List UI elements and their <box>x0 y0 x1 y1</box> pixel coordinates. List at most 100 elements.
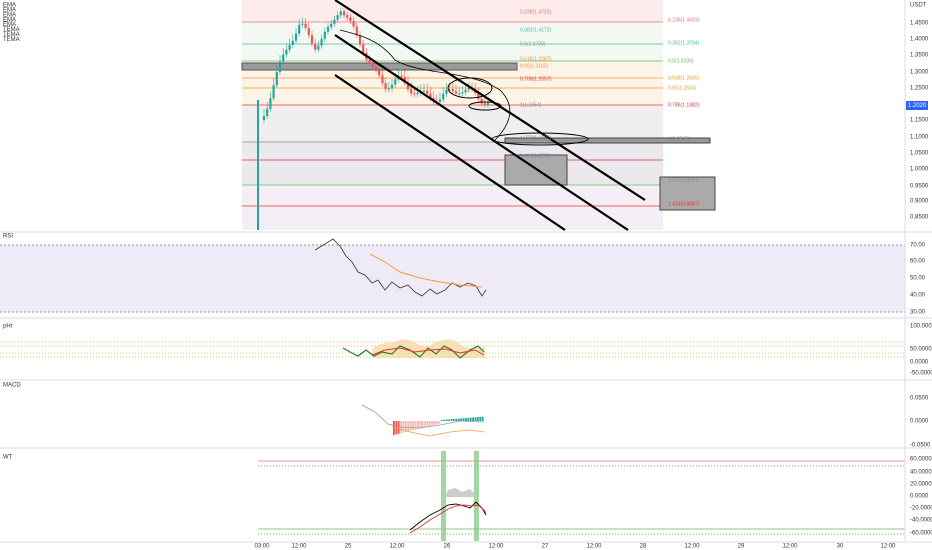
price-label: 1.4000 <box>910 37 929 43</box>
candle <box>314 43 317 50</box>
pane-axis-label: 30.00 <box>910 310 926 316</box>
price-label: 1.4500 <box>910 21 929 27</box>
signal-line <box>391 425 485 437</box>
histogram-bar <box>436 421 438 425</box>
fib-label: 1.272(0.9561) <box>668 177 699 183</box>
candle <box>467 87 470 90</box>
candle <box>339 11 342 16</box>
histogram-bar <box>460 418 462 421</box>
drawing <box>447 77 493 99</box>
histogram-bar <box>445 419 448 421</box>
fib-label: 0.65(1.3165) <box>520 63 549 69</box>
candle <box>323 31 326 39</box>
fib-label: 0.236(1.4493) <box>668 17 699 23</box>
rsi-band <box>0 245 905 312</box>
price-label: 1.1500 <box>910 118 929 124</box>
time-label: 12:00 <box>389 544 405 550</box>
candle <box>429 93 432 99</box>
candle <box>400 75 403 78</box>
legend-item: TEMA <box>3 37 20 43</box>
candle <box>330 23 333 28</box>
candle <box>362 44 365 53</box>
histogram-bar <box>397 421 400 434</box>
candle <box>448 89 451 91</box>
candle <box>291 40 294 46</box>
histogram-bar <box>433 421 436 425</box>
time-label: 30 <box>837 544 844 550</box>
pane-axis-label: 100.0000 <box>910 324 932 330</box>
price-label: 1.2500 <box>910 86 929 92</box>
pane-label: WT <box>3 455 13 461</box>
candle <box>282 54 285 62</box>
histogram-bar <box>477 417 479 421</box>
candle <box>394 79 397 85</box>
wt1 <box>409 501 487 531</box>
time-label: 12:00 <box>684 544 700 550</box>
macd-line <box>361 404 485 429</box>
histogram-bar <box>472 417 474 421</box>
fib-label: 0.5(1.3230) <box>668 58 694 64</box>
fib-label: 0.5(1.3730) <box>520 41 546 47</box>
legend-item: EMA <box>3 7 16 13</box>
fib-label: 0.65(1.2503) <box>668 85 697 91</box>
candle <box>288 45 291 50</box>
fib-zone <box>242 142 663 185</box>
pane-axis-label: -40.0000 <box>910 518 932 524</box>
pane-label: pHr <box>3 324 13 330</box>
candle <box>445 89 448 94</box>
fib-label: 1(1.0845) <box>668 136 690 142</box>
candle <box>410 89 413 94</box>
time-label: 25 <box>345 544 352 550</box>
fib-label: 0.382(1.4172) <box>520 27 551 33</box>
signal-bar <box>441 451 446 541</box>
histogram-bar <box>469 417 472 421</box>
current-price: 1.2020 <box>908 103 927 109</box>
candle <box>374 67 378 70</box>
candle <box>438 99 442 103</box>
candle <box>262 116 266 120</box>
ph-line <box>371 347 485 356</box>
candle <box>285 49 288 55</box>
pane-axis-label: 40.0000 <box>910 470 932 476</box>
pane-axis-label: 50.00 <box>910 276 926 282</box>
histogram-bar <box>441 419 443 421</box>
candle <box>454 91 458 94</box>
candle <box>275 72 278 86</box>
price-label: 0.9000 <box>910 199 929 205</box>
fib-label: 1(1.1654) <box>520 102 542 108</box>
fib-zone <box>242 0 663 22</box>
price-label: 1.0000 <box>910 167 929 173</box>
time-label: 26 <box>444 544 451 550</box>
histogram-bar <box>462 418 465 421</box>
candle <box>381 75 384 84</box>
drawing <box>468 101 502 111</box>
candle <box>368 59 371 65</box>
histogram-bar <box>467 417 470 421</box>
histogram-bar <box>424 421 426 428</box>
histogram-bar <box>405 421 407 432</box>
candle <box>403 77 406 83</box>
histogram-bar <box>481 416 484 421</box>
currency: USDT <box>910 3 927 9</box>
candle <box>298 24 301 34</box>
candle <box>336 15 339 20</box>
candle <box>346 15 349 18</box>
candle <box>333 19 336 24</box>
time-label: 12:00 <box>291 544 307 550</box>
fib-label: 0.618(1.2666) <box>668 75 699 81</box>
zone-box <box>504 137 711 144</box>
candle <box>416 92 419 95</box>
candle <box>358 35 362 45</box>
candle <box>406 82 410 90</box>
histogram-bar <box>414 421 417 430</box>
candle <box>326 27 330 32</box>
histogram-bar <box>479 416 482 421</box>
candle <box>278 61 282 73</box>
legend-item: TEMA <box>3 32 20 38</box>
candle <box>461 92 464 94</box>
histogram-bar <box>417 421 419 429</box>
candle <box>483 103 486 105</box>
histogram-bar <box>412 421 414 431</box>
drawing <box>491 132 589 146</box>
